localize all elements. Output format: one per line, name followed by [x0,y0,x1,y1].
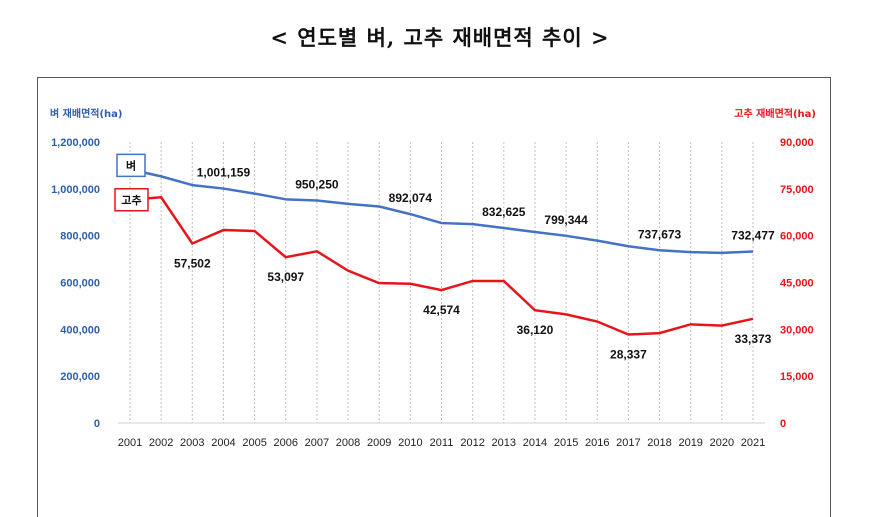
x-tick-label: 2001 [118,437,142,449]
y-right-tick-label: 0 [780,418,786,430]
legend-label-pepper: 고추 [121,193,141,207]
data-label-pepper: 36,120 [517,323,554,337]
y-right-tick-label: 90,000 [780,137,814,149]
data-labels: 1,001,159 950,250 892,074 832,625 799,344 737… [174,166,775,362]
x-tick-label: 2006 [274,437,298,449]
data-label-pepper: 42,574 [423,303,460,317]
x-tick-label: 2008 [336,437,360,449]
data-label-pepper: 33,373 [735,332,772,346]
grid-lines [129,142,754,423]
legend-label-rice: 벼 [126,158,136,172]
y-left-tick-label: 600,000 [60,278,100,290]
y-left-axis-title: 벼 재배면적(ha) [50,107,123,120]
legend-box-pepper [114,188,149,212]
legend: 벼고추 [114,153,149,212]
y-left-tick-label: 0 [94,418,100,430]
series [129,168,754,336]
x-tick-label: 2002 [149,437,173,449]
data-label-pepper: 57,502 [174,256,211,270]
y-right-tick-label: 45,000 [780,278,814,290]
data-label-rice: 892,074 [389,191,433,205]
x-tick-label: 2017 [616,437,640,449]
data-label-pepper: 53,097 [267,270,304,284]
data-label-rice: 832,625 [482,205,526,219]
y-left-tick-label: 400,000 [60,324,100,336]
x-tick-label: 2004 [211,437,235,449]
x-tick-label: 2020 [710,437,734,449]
y-right-tick-label: 60,000 [780,231,814,243]
data-label-rice: 1,001,159 [197,166,251,180]
x-tick-label: 2013 [492,437,516,449]
x-tick-label: 2012 [460,437,484,449]
y-right-tick-label: 30,000 [780,324,814,336]
x-tick-label: 2014 [523,437,547,449]
axes: 2001 2002 2003 2004 2005 2006 2007 2008 2009 2010… [50,107,816,449]
x-tick-label: 2021 [741,437,765,449]
data-label-rice: 799,344 [544,213,588,227]
series-line-pepper [129,195,754,336]
x-tick-label: 2016 [585,437,609,449]
data-label-rice: 732,477 [731,228,775,242]
x-tick-label: 2019 [678,437,702,449]
y-right-axis-title: 고추 재배면적(ha) [734,107,816,120]
data-label-rice: 737,673 [638,227,682,241]
x-tick-label: 2010 [398,437,422,449]
y-left-tick-label: 1,000,000 [51,184,100,196]
data-label-rice: 950,250 [295,177,339,191]
y-right-tick-label: 15,000 [780,371,814,383]
legend-box-rice [116,153,146,178]
x-tick-label: 2007 [305,437,329,449]
x-tick-label: 2005 [242,437,266,449]
series-line-rice [129,168,754,255]
chart-frame [37,77,831,517]
x-tick-label: 2015 [554,437,578,449]
y-left-tick-label: 200,000 [60,371,100,383]
y-right-tick-label: 75,000 [780,184,814,196]
y-left-tick-label: 1,200,000 [51,137,100,149]
x-tick-label: 2011 [430,437,454,449]
page-title: < 연도별 벼, 고추 재배면적 추이 > [270,25,610,50]
x-tick-label: 2018 [647,437,671,449]
x-tick-label: 2003 [180,437,204,449]
x-tick-label: 2009 [367,437,391,449]
data-label-pepper: 28,337 [610,348,647,362]
y-left-tick-label: 800,000 [60,231,100,243]
